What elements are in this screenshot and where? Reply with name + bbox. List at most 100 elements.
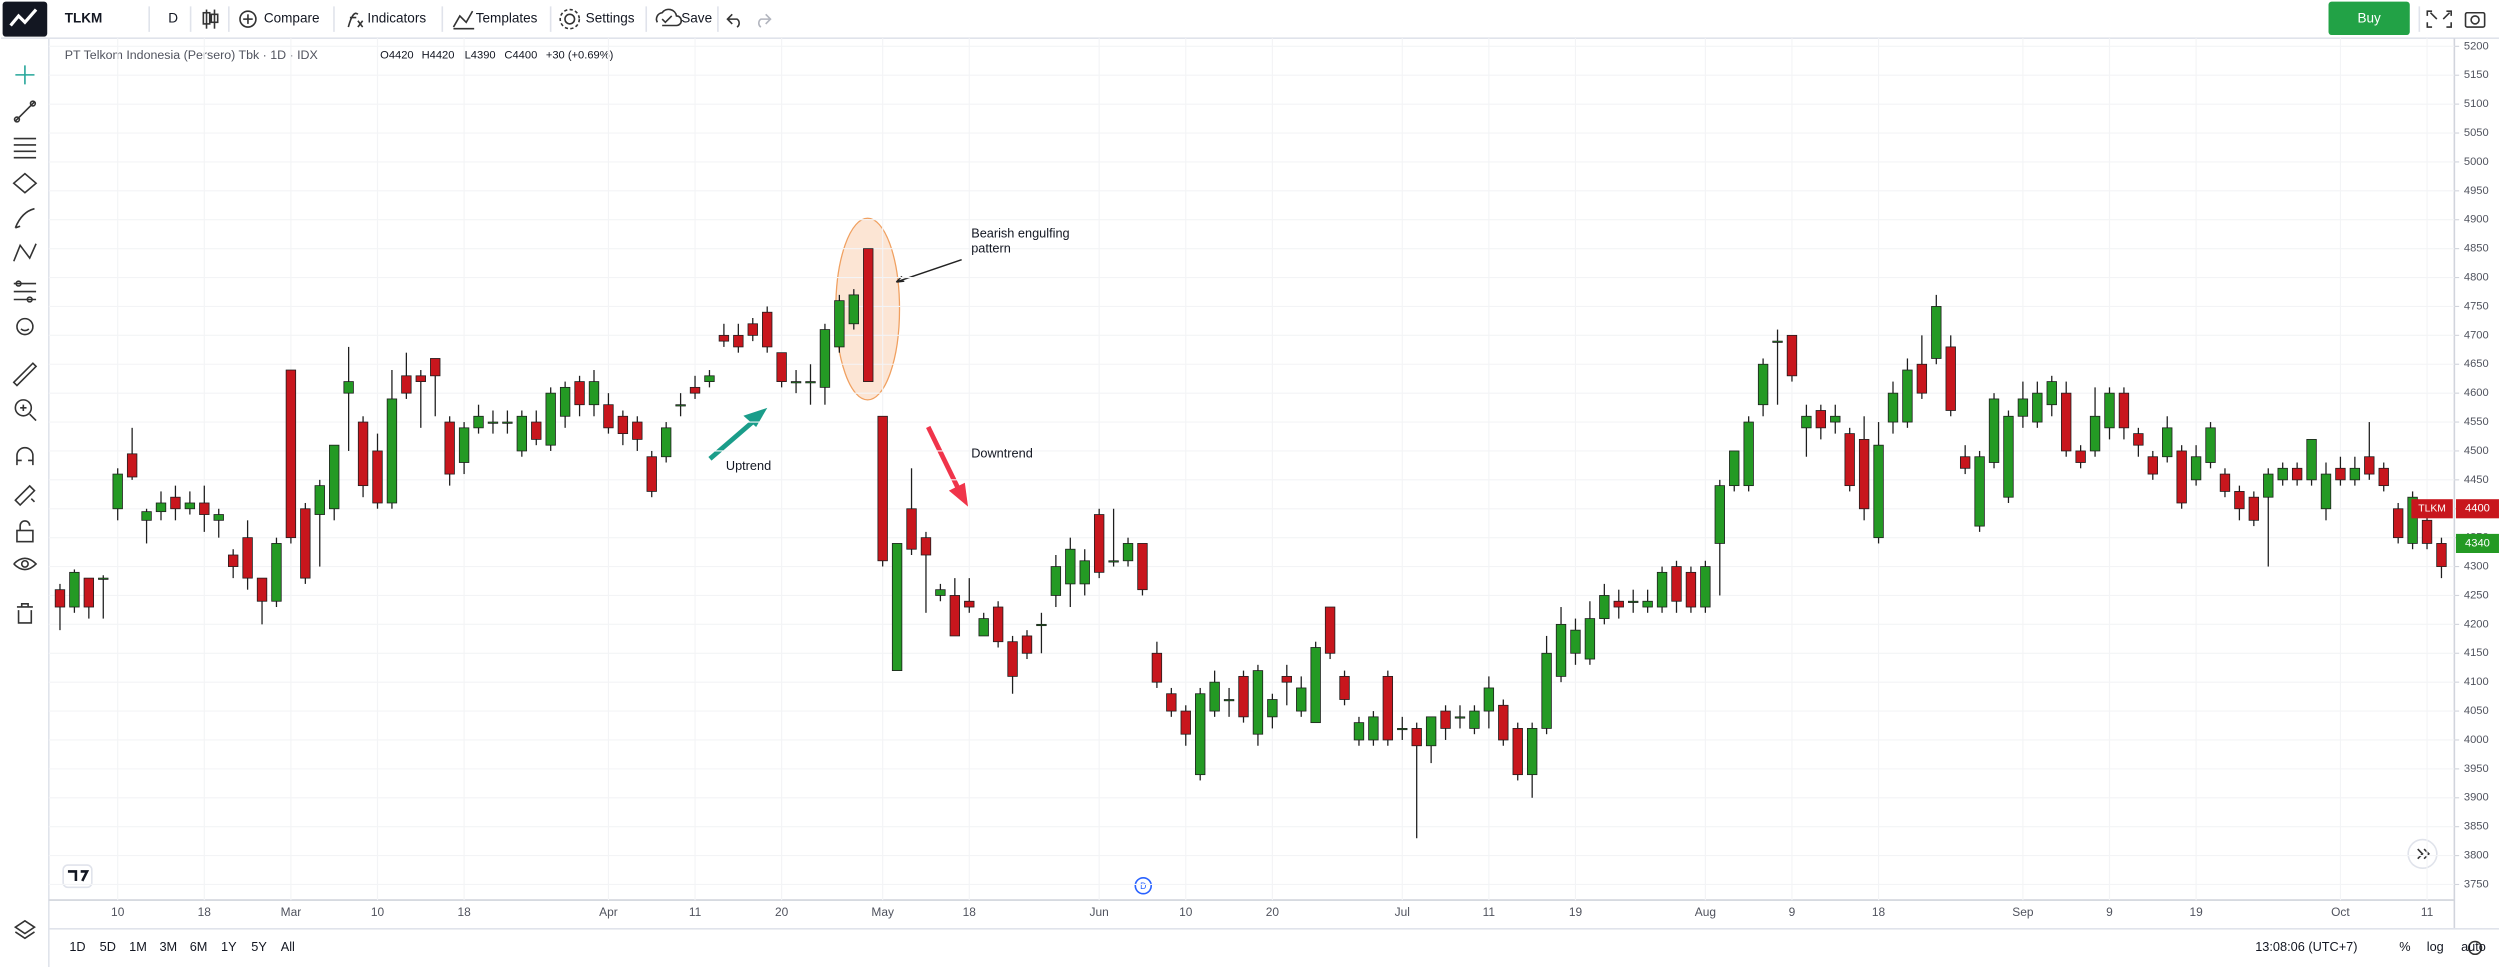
logo-mark	[9, 8, 38, 27]
candle-body	[1613, 600, 1624, 608]
candle-body	[2219, 473, 2231, 492]
toolbar-interval[interactable]: D	[168, 11, 178, 26]
x-tick-label: Apr	[599, 905, 618, 919]
candle-body	[54, 589, 66, 608]
range-button[interactable]: 5Y	[251, 939, 267, 954]
y-tick-label: 4800	[2464, 271, 2489, 283]
candle-body	[632, 421, 643, 440]
y-tick-label: 4200	[2464, 618, 2489, 630]
x-tick-label: 10	[371, 905, 385, 919]
candle-body	[790, 381, 802, 384]
range-button[interactable]: 5D	[100, 939, 116, 954]
candle-body	[559, 386, 571, 417]
y-tick-label: 3850	[2464, 821, 2489, 833]
toolbar-symbol[interactable]: TLKM	[65, 11, 103, 26]
candle-body	[1108, 560, 1119, 563]
candle-body	[1815, 410, 1827, 429]
candle-body	[2263, 473, 2274, 498]
candle-body	[1512, 728, 1523, 776]
candle-body	[1772, 340, 1783, 343]
x-tick-label: 11	[2421, 905, 2434, 919]
toolbar-indicators[interactable]: Indicators	[367, 11, 426, 26]
candle-body	[1353, 722, 1365, 741]
buy-button[interactable]	[2328, 1, 2410, 36]
candle-body	[819, 329, 831, 388]
log-toggle[interactable]: log	[2427, 939, 2444, 954]
range-button[interactable]: 6M	[190, 939, 208, 954]
candle-body	[1671, 566, 1682, 602]
range-button[interactable]: 1D	[69, 939, 85, 954]
candle-body	[98, 577, 109, 580]
toolbar-icons	[202, 8, 2486, 30]
candle-body	[2234, 491, 2245, 510]
range-button[interactable]: 3M	[159, 939, 177, 954]
toolbar-templates[interactable]: Templates	[476, 11, 538, 26]
ohlc-value: L4390	[465, 50, 496, 62]
toolbar-settings[interactable]: Settings	[586, 11, 635, 26]
candle-body	[920, 537, 932, 556]
y-tick-label: 3900	[2464, 792, 2489, 804]
candle-body	[2133, 433, 2144, 446]
scroll-icon	[2417, 848, 2431, 860]
x-tick-label: 18	[1872, 905, 1886, 919]
candle-body	[545, 392, 556, 446]
candle-body	[1729, 450, 1740, 487]
x-tick-label: 11	[689, 905, 702, 919]
x-tick-label: 18	[457, 905, 471, 919]
buy-label[interactable]: Buy	[2357, 11, 2381, 26]
settings-gear[interactable]	[2467, 940, 2483, 956]
toolbar-save[interactable]: Save	[681, 11, 712, 26]
y-tick-label: 4850	[2464, 243, 2489, 255]
candle-body	[906, 508, 917, 550]
candle-body	[126, 453, 138, 478]
candle-body	[1801, 415, 1812, 429]
candle-body	[1310, 647, 1321, 724]
percent-toggle[interactable]: %	[2399, 939, 2410, 954]
logo[interactable]	[2, 1, 48, 37]
candle-body	[502, 421, 513, 424]
x-tick-label: 10	[1179, 905, 1193, 919]
candle-body	[1065, 548, 1076, 585]
clock: 13:08:06 (UTC+7)	[2255, 939, 2357, 954]
candle-body	[1902, 369, 1913, 423]
toolbar-compare[interactable]: Compare	[264, 11, 320, 26]
range-button[interactable]: 1M	[129, 939, 147, 954]
y-tick-label: 3750	[2464, 878, 2489, 890]
candle-body	[603, 404, 614, 429]
auto-toggle[interactable]: auto	[2461, 939, 2486, 954]
x-tick-label: 19	[1569, 905, 1583, 919]
candle-body	[1252, 670, 1264, 735]
candle-body	[2205, 427, 2216, 463]
candle-body	[675, 404, 686, 407]
candle-body	[112, 473, 123, 510]
candle-body	[170, 496, 181, 510]
candle-body	[1339, 675, 1350, 700]
candle-body	[1180, 710, 1191, 735]
candle-body	[1151, 652, 1163, 683]
ohlc-value: O4420	[380, 50, 413, 62]
candle-body	[2147, 456, 2158, 475]
y-tick-label: 3800	[2464, 850, 2489, 862]
candle-body	[242, 537, 253, 579]
x-tick-label: 19	[2189, 905, 2203, 919]
range-button[interactable]: 1Y	[221, 939, 237, 954]
dividend-marker[interactable]	[1134, 876, 1153, 895]
candle-body	[1714, 485, 1725, 544]
x-tick-label: 18	[963, 905, 977, 919]
candle-body	[2003, 415, 2014, 498]
downtrend-arrow	[926, 425, 961, 491]
candle-body	[689, 386, 701, 394]
candle-body	[314, 485, 325, 515]
y-tick-label: 5200	[2464, 40, 2489, 52]
candle-body	[704, 375, 715, 382]
range-button[interactable]: All	[281, 939, 295, 954]
price-label: 4340	[2465, 537, 2490, 549]
candle-body	[2291, 467, 2303, 481]
y-tick-label: 4750	[2464, 300, 2489, 312]
candle-body	[949, 595, 961, 637]
x-tick-label: Oct	[2331, 905, 2350, 919]
candle-body	[1555, 623, 1567, 677]
